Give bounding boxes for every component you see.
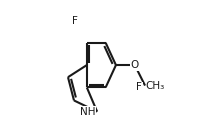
Text: NH: NH	[80, 107, 95, 117]
Text: O: O	[130, 60, 138, 70]
Text: CH₃: CH₃	[144, 81, 164, 90]
Text: F: F	[71, 16, 77, 26]
Text: F: F	[136, 82, 142, 92]
